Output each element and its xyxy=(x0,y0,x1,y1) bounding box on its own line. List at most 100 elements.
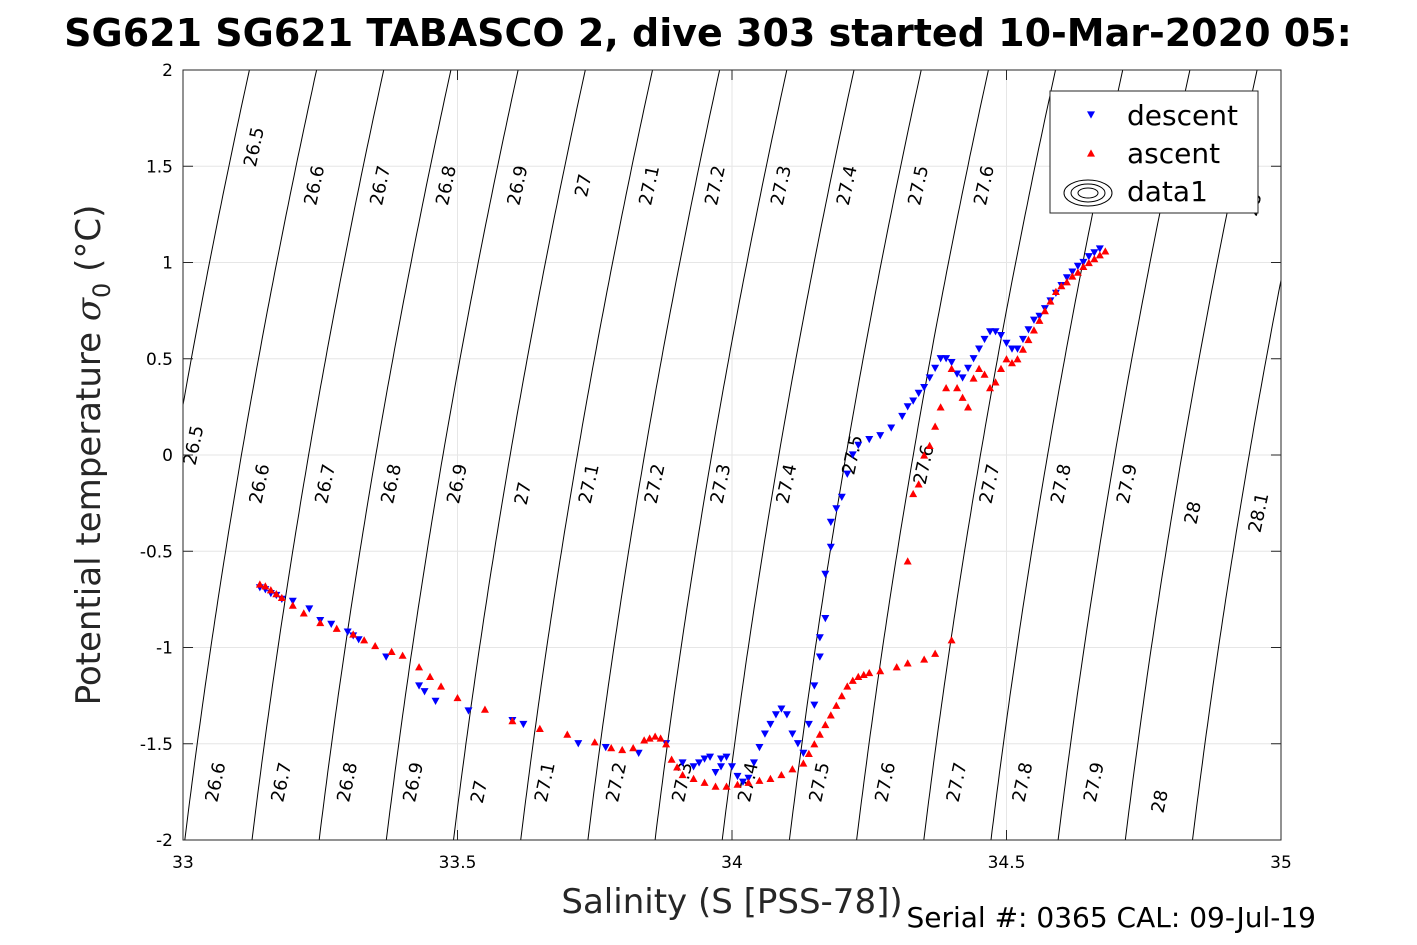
legend-item-ascent: ascent xyxy=(1087,137,1220,170)
descent-point xyxy=(749,759,758,767)
descent-point xyxy=(766,720,775,729)
ascent-point xyxy=(903,659,912,667)
ascent-point xyxy=(815,730,824,738)
ascent-point xyxy=(535,724,544,732)
descent-point xyxy=(1018,335,1027,344)
descent-point xyxy=(755,744,764,752)
contour-line xyxy=(788,70,922,840)
legend-marker-ascent xyxy=(1087,149,1095,157)
y-tick-label: 0.5 xyxy=(146,350,173,370)
legend-contour-icon xyxy=(1063,179,1113,207)
data-points xyxy=(255,245,1110,790)
ascent-point xyxy=(261,582,270,590)
descent-point xyxy=(601,744,610,752)
ascent-point xyxy=(1002,355,1011,363)
contour-label: 28 xyxy=(1148,788,1173,815)
descent-point xyxy=(898,412,907,421)
descent-point xyxy=(909,397,918,405)
descent-point xyxy=(1073,262,1082,270)
y-tick-label: -1 xyxy=(156,639,173,659)
descent-point xyxy=(574,740,583,748)
ascent-point xyxy=(947,364,956,372)
ascent-point xyxy=(426,672,435,680)
descent-point xyxy=(343,628,352,636)
ascent-point xyxy=(766,774,775,782)
descent-point xyxy=(799,749,808,757)
x-tick-label: 33 xyxy=(172,853,194,873)
ascent-point xyxy=(947,636,956,644)
ascent-point xyxy=(711,782,720,790)
ascent-point xyxy=(958,393,967,401)
descent-point xyxy=(327,620,336,628)
ascent-point xyxy=(1018,345,1027,353)
ascent-point xyxy=(914,480,923,488)
ascent-point xyxy=(1046,297,1055,305)
descent-point xyxy=(782,711,791,719)
ascent-point xyxy=(700,778,709,786)
ascent-point xyxy=(662,740,671,748)
descent-point xyxy=(804,720,813,729)
contour-line xyxy=(251,70,385,840)
ascent-point xyxy=(969,374,978,382)
ascent-point xyxy=(821,720,830,729)
descent-point xyxy=(733,772,742,781)
ascent-point xyxy=(673,763,682,771)
contour-line xyxy=(923,70,1056,840)
descent-point xyxy=(1084,253,1093,261)
ascent-point xyxy=(777,770,786,779)
descent-point xyxy=(382,653,391,661)
ascent-point xyxy=(903,557,912,565)
descent-point xyxy=(760,730,769,738)
descent-point xyxy=(634,749,643,757)
ascent-point xyxy=(640,736,649,744)
ascent-point xyxy=(689,774,698,782)
ascent-point xyxy=(986,384,995,392)
descent-point xyxy=(953,370,962,378)
descent-point xyxy=(832,505,841,513)
serial-cal-footer: Serial #: 0365 CAL: 09-Jul-19 xyxy=(906,901,1316,934)
descent-point xyxy=(997,332,1006,340)
x-tick-label: 33.5 xyxy=(439,853,477,873)
legend-contour-icon xyxy=(1070,183,1106,203)
descent-point xyxy=(771,711,780,719)
ascent-point xyxy=(618,745,627,754)
legend-label-data1: data1 xyxy=(1127,175,1208,208)
ascent-point xyxy=(909,489,918,498)
ascent-point xyxy=(1013,355,1022,363)
descent-point xyxy=(821,570,830,578)
contour-line xyxy=(721,70,855,840)
ascent-point xyxy=(997,364,1006,372)
descent-point xyxy=(706,753,715,761)
descent-point xyxy=(689,763,698,771)
contour-line xyxy=(1192,277,1281,840)
x-axis-ticks: 33 33.5 34 34.5 35 xyxy=(172,70,1292,873)
y-axis-label-main: Potential temperature xyxy=(69,321,109,705)
ascent-point xyxy=(826,711,835,719)
ascent-point xyxy=(804,749,813,757)
y-tick-label: -2 xyxy=(156,831,173,851)
descent-point xyxy=(717,755,726,763)
x-tick-label: 34 xyxy=(721,853,743,873)
descent-point xyxy=(848,451,857,459)
legend-label-descent: descent xyxy=(1127,99,1238,132)
descent-point xyxy=(854,441,863,449)
ascent-point xyxy=(843,682,852,690)
ascent-point xyxy=(607,744,616,752)
ascent-point xyxy=(299,609,308,617)
ascent-point xyxy=(1073,268,1082,276)
y-axis-label-unit: (°C) xyxy=(69,205,109,283)
ascent-point xyxy=(925,441,934,449)
descent-point xyxy=(1024,326,1033,334)
ascent-point xyxy=(453,693,462,702)
descent-point xyxy=(876,432,885,440)
ascent-point xyxy=(678,770,687,779)
ascent-point xyxy=(876,667,885,675)
ascent-point xyxy=(288,601,297,609)
legend-box xyxy=(1049,90,1259,214)
ascent-point xyxy=(837,692,846,700)
ascent-point xyxy=(1079,262,1088,270)
descent-point xyxy=(722,753,731,761)
legend-item-descent: descent xyxy=(1087,99,1238,132)
descent-point xyxy=(793,740,802,748)
ascent-point xyxy=(272,590,281,598)
